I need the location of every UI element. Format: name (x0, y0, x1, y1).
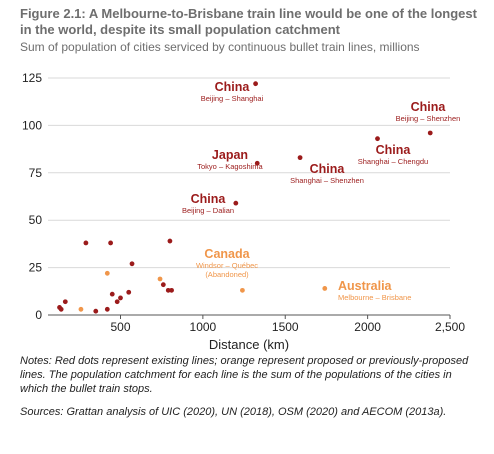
annotation-country: China (191, 192, 227, 206)
existing-line-point (109, 291, 115, 297)
y-tick-label: 75 (29, 166, 43, 180)
existing-line-point (93, 308, 99, 314)
y-axis-ticks: 0 25 50 75 100 125 (22, 71, 42, 322)
existing-line-point (169, 287, 174, 293)
chart-notes: Notes: Red dots represent existing lines… (20, 355, 469, 395)
figure-subtitle: Sum of population of cities serviced by … (20, 40, 420, 54)
existing-line-point (62, 299, 68, 305)
figure-title: Figure 2.1: A Melbourne-to-Brisbane trai… (20, 6, 477, 37)
annotation-note: (Abandoned) (205, 270, 249, 279)
existing-line-point (254, 160, 260, 166)
annotation-route: Shanghai – Shenzhen (290, 176, 364, 185)
annotation-route: Beijing – Shanghai (201, 94, 264, 103)
y-tick-label: 100 (22, 118, 42, 132)
existing-line-point (104, 306, 110, 312)
annotation-country: China (376, 143, 412, 157)
annotation-route: Melbourne – Brisbane (338, 293, 411, 302)
existing-line-point (129, 261, 135, 267)
scatter-chart: 500 1000 1500 2000 2,500 0 25 50 75 100 125 Dista… (22, 71, 465, 352)
existing-line-point (253, 81, 258, 87)
axes: 500 1000 1500 2000 2,500 0 25 50 75 100 125 Dista… (22, 71, 465, 352)
annotation-route: Beijing – Shenzhen (396, 114, 461, 123)
existing-line-point (108, 240, 114, 246)
x-tick-label: 2000 (354, 320, 381, 334)
existing-line-point (58, 306, 64, 312)
annotation-country: Australia (338, 279, 393, 293)
existing-line-point (233, 200, 239, 206)
proposed-line-point (78, 306, 84, 312)
existing-line-point (167, 238, 173, 244)
existing-line-point (427, 130, 433, 136)
existing-line-point (114, 299, 120, 305)
annotation-country: Japan (212, 148, 248, 162)
x-tick-label: 1000 (190, 320, 217, 334)
x-axis-ticks: 500 1000 1500 2000 2,500 (110, 315, 465, 334)
existing-line-point (375, 136, 380, 142)
annotation-country: Canada (204, 247, 250, 261)
existing-line-point (83, 240, 89, 246)
annotation-country: China (310, 162, 346, 176)
proposed-line-point (240, 287, 245, 293)
proposed-line-point (157, 276, 163, 282)
existing-line-point (165, 287, 171, 293)
annotation-country: China (411, 100, 447, 114)
annotation-route: Shanghai – Chengdu (358, 157, 428, 166)
annotation-route: Windsor – Québec (196, 261, 258, 270)
x-tick-label: 2,500 (435, 320, 465, 334)
x-tick-label: 1500 (272, 320, 299, 334)
annotation-route: Tokyo – Kagoshima (197, 162, 263, 171)
y-tick-label: 125 (22, 71, 42, 85)
y-tick-label: 25 (29, 261, 43, 275)
existing-line-point (118, 295, 123, 301)
annotation-route: Beijing – Dalian (182, 206, 234, 215)
y-tick-label: 50 (29, 213, 43, 227)
existing-line-point (126, 289, 132, 295)
y-tick-label: 0 (35, 308, 42, 322)
proposed-line-point (322, 286, 328, 291)
x-axis-label: Distance (km) (209, 337, 289, 352)
data-points (57, 81, 433, 314)
annotation-country: China (215, 80, 251, 94)
grid-lines (48, 77, 450, 269)
x-tick-label: 500 (110, 320, 130, 334)
existing-line-point (297, 155, 303, 161)
existing-line-point (160, 282, 166, 288)
proposed-line-point (104, 270, 110, 276)
chart-sources: Sources: Grattan analysis of UIC (2020),… (20, 406, 447, 418)
